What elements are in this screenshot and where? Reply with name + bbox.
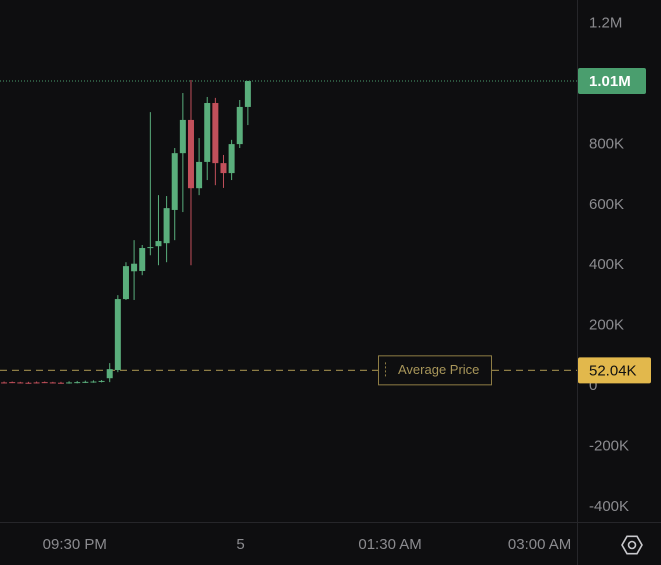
candle-body <box>155 241 162 247</box>
average-price-label-bg <box>578 357 651 384</box>
y-tick-label: 800K <box>589 135 624 152</box>
candle-body <box>171 153 178 210</box>
candle-body <box>49 382 56 384</box>
candle-body <box>114 299 121 371</box>
candle-body <box>17 382 24 384</box>
candle-body <box>236 106 243 145</box>
x-tick-label: 5 <box>236 536 244 553</box>
y-tick-label: 600K <box>589 196 624 213</box>
settings-icon-dot <box>627 540 637 550</box>
candle-body <box>163 208 170 244</box>
candle-body <box>9 382 16 384</box>
candle-body <box>57 382 64 384</box>
candle-body <box>122 266 129 300</box>
y-tick-label: 400K <box>589 256 624 273</box>
candle-body <box>33 382 40 384</box>
y-tick-label: -400K <box>589 498 629 515</box>
candle-body <box>147 247 154 249</box>
candle-body <box>220 163 227 174</box>
candle-body <box>74 382 81 384</box>
candle-body <box>90 381 97 383</box>
candle-body <box>244 80 251 107</box>
current-price-label: 1.01M <box>589 73 631 90</box>
candle-body <box>131 263 138 272</box>
average-price-name: Average Price <box>398 362 479 377</box>
candle-body <box>1 382 8 384</box>
average-price-label: 52.04K <box>589 362 637 379</box>
candle-body <box>196 161 203 189</box>
candle-body <box>98 380 105 382</box>
candle-body <box>82 381 89 383</box>
average-price-box <box>378 355 492 386</box>
y-tick-label: 1.2M <box>589 15 622 32</box>
candle-body <box>204 103 211 162</box>
settings-icon[interactable] <box>621 535 643 555</box>
candle-body <box>41 382 48 384</box>
candle-body <box>25 382 32 384</box>
candle-body <box>187 119 194 189</box>
settings-icon-hex <box>621 535 643 555</box>
candle-body <box>106 369 113 379</box>
candle-body <box>66 382 73 384</box>
candle-body <box>139 248 146 271</box>
x-tick-label: 01:30 AM <box>358 536 421 553</box>
y-tick-label: 200K <box>589 317 624 334</box>
x-tick-label: 03:00 AM <box>508 536 571 553</box>
y-tick-label: 0 <box>589 377 597 394</box>
x-tick-label: 09:30 PM <box>43 536 107 553</box>
candle-body <box>179 119 186 154</box>
candle-body <box>212 103 219 164</box>
current-price-label-bg <box>578 67 646 94</box>
candle-body <box>228 144 235 174</box>
average-price-tag: Average Price <box>378 355 492 386</box>
y-tick-label: -200K <box>589 437 629 454</box>
